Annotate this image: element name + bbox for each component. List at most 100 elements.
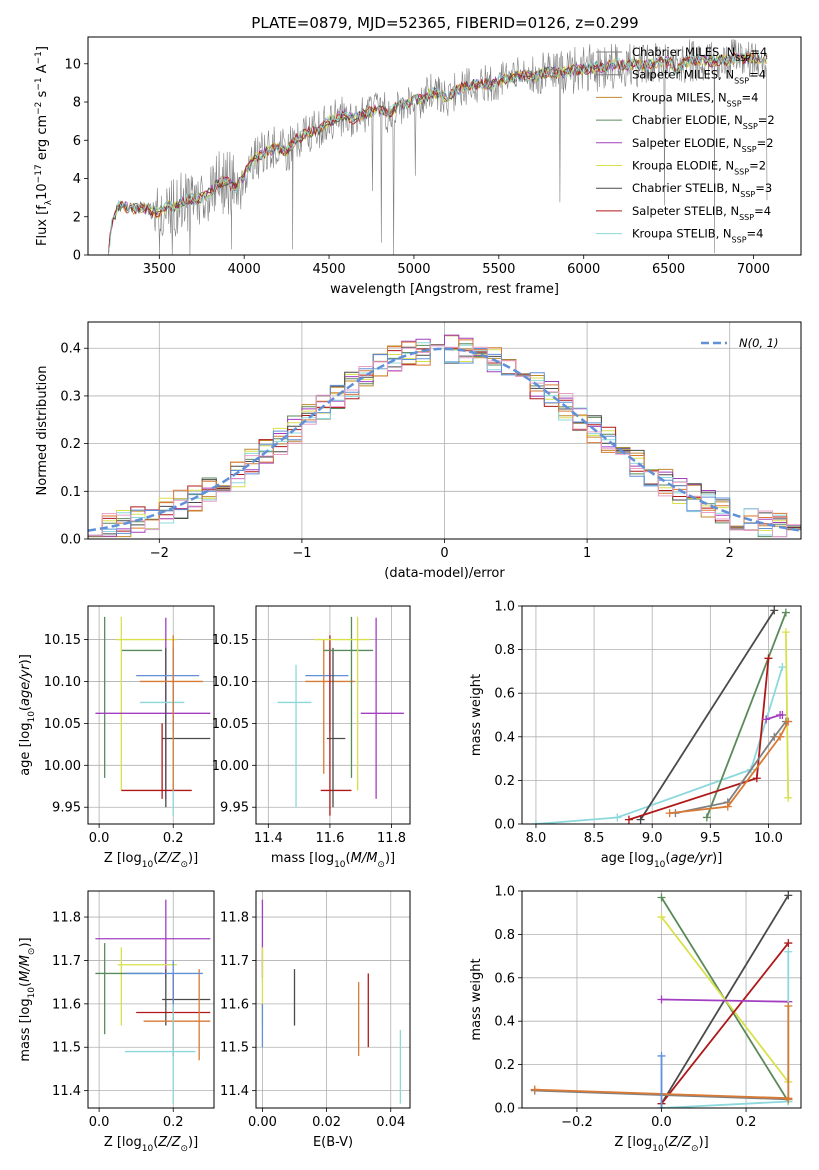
weight-marker: [776, 732, 785, 741]
weight-marker: [657, 913, 666, 922]
model-line: [108, 52, 768, 255]
y-axis-label: mass weight: [469, 958, 484, 1040]
x-tick-label: 0: [440, 546, 448, 561]
x-tick-label: 5000: [397, 262, 430, 277]
errorbar-point: [314, 616, 370, 791]
x-tick-label: −1: [292, 546, 311, 561]
weight-series: [702, 608, 790, 822]
gaussian-curve: [88, 347, 801, 532]
errorbar-point: [162, 969, 211, 1026]
model-line: [108, 51, 768, 255]
weight-marker: [665, 809, 674, 818]
weight-marker: [613, 813, 622, 822]
plot-area: [530, 891, 793, 1108]
y-tick-label: 10: [64, 57, 81, 72]
x-tick-label: 0.04: [376, 1115, 405, 1130]
weight-series: [665, 717, 793, 818]
weight-marker: [657, 995, 666, 1004]
x-tick-label: 0.2: [163, 831, 184, 846]
errorbar-point: [320, 635, 352, 816]
x-tick-label: 0.2: [163, 1115, 184, 1130]
age-vs-metallicity-panel: 0.0 0.2 9.95 10.00 10.05 10.10 10.15 Z [log10(Z…: [18, 605, 215, 870]
weight-marker: [781, 608, 790, 617]
y-tick-label: 0.4: [60, 342, 81, 357]
histogram-series: [88, 345, 801, 538]
weight-marker: [770, 606, 779, 615]
model-line: [108, 51, 768, 255]
x-tick-label: 8.5: [584, 831, 605, 846]
x-tick-label: 6500: [652, 262, 685, 277]
x-axis-label: Z [log10(Z/Z⊙)]: [614, 1135, 708, 1154]
spectrum-panel: 3500 4000 4500 5000 5500 6000 6500 7000 0 2 4 6 8 10 w…: [34, 36, 802, 297]
y-tick-label: 10.15: [212, 633, 249, 648]
errorbar-point: [277, 664, 312, 808]
y-tick-label: 0.4: [494, 1015, 515, 1030]
errorbar-point: [115, 616, 177, 791]
x-tick-label: 0.00: [248, 1115, 277, 1130]
plot-area: [277, 616, 404, 816]
y-tick-label: 0.2: [60, 437, 81, 452]
weight-marker: [781, 628, 790, 637]
mass-vs-ebv-panel: 0.00 0.02 0.04 11.4 11.5 11.6 11.7 11.8 E(B-V): [220, 890, 411, 1150]
x-tick-label: −0.2: [561, 1115, 593, 1130]
errorbar-point: [104, 616, 163, 778]
figure-title: PLATE=0879, MJD=52365, FIBERID=0126, z=0…: [251, 14, 638, 32]
y-tick-label: 10.00: [44, 759, 81, 774]
legend-label: Salpeter MILES, NSSP=4: [632, 68, 766, 86]
axes-frame: [255, 605, 411, 825]
mass-weight-vs-age-panel: 8.0 8.5 9.0 9.5 10.0 0.0 0.2 0.4 0.6 0.8 1.0 age [l…: [469, 600, 802, 870]
errorbar-point: [326, 647, 346, 808]
x-tick-label: 6000: [567, 262, 600, 277]
model-line: [108, 51, 768, 255]
axes-frame: [521, 605, 802, 825]
weight-line: [660, 942, 790, 1105]
weight-line: [675, 720, 787, 814]
y-tick-label: 0.0: [494, 818, 515, 833]
x-tick-label: 11.8: [377, 831, 406, 846]
weight-marker: [636, 815, 645, 824]
weight-marker: [702, 813, 711, 822]
weight-marker: [762, 715, 771, 724]
weight-line: [785, 632, 790, 798]
errorbar-point: [117, 947, 177, 1026]
errorbar-point: [360, 617, 404, 799]
y-axis-label: age [log10(age/yr)]: [18, 654, 37, 776]
errorbar-point: [95, 899, 211, 978]
errorbar-point: [162, 647, 211, 808]
weight-line: [669, 721, 789, 814]
axes-frame: [255, 890, 411, 1109]
legend-label: Chabrier STELIB, NSSP=3: [632, 181, 772, 199]
errorbar-point: [95, 943, 163, 1035]
x-tick-label: 2: [726, 546, 734, 561]
x-tick-label: 5500: [482, 262, 515, 277]
plot-area: [88, 334, 801, 538]
weight-series: [657, 939, 793, 1108]
x-tick-label: 0.0: [651, 1115, 672, 1130]
weight-marker: [778, 663, 787, 672]
weight-marker: [657, 893, 666, 902]
x-axis-label: wavelength [Angstrom, rest frame]: [330, 282, 559, 297]
weight-marker: [624, 815, 633, 824]
y-tick-label: 0.4: [494, 730, 515, 745]
weight-series: [624, 654, 773, 824]
y-tick-label: 11.4: [220, 1084, 249, 1099]
weight-series: [762, 711, 787, 724]
errorbar-point: [136, 647, 200, 732]
weight-marker: [784, 1095, 793, 1104]
x-tick-label: 1: [583, 546, 591, 561]
x-tick-label: 0.2: [736, 1115, 757, 1130]
axes-frame: [87, 605, 215, 825]
y-tick-label: 2: [73, 210, 81, 225]
y-tick-label: 9.95: [52, 801, 81, 816]
y-tick-label: 4: [73, 172, 81, 187]
weight-series: [657, 1051, 666, 1108]
weight-marker: [657, 1104, 666, 1108]
weight-line: [661, 998, 789, 1003]
x-tick-label: 0.02: [312, 1115, 341, 1130]
weight-line: [639, 609, 776, 821]
weight-marker: [784, 1002, 793, 1011]
x-tick-label: 0.0: [89, 831, 110, 846]
model-line: [108, 52, 768, 255]
y-tick-label: 0.2: [494, 774, 515, 789]
y-tick-label: 10.10: [212, 675, 249, 690]
